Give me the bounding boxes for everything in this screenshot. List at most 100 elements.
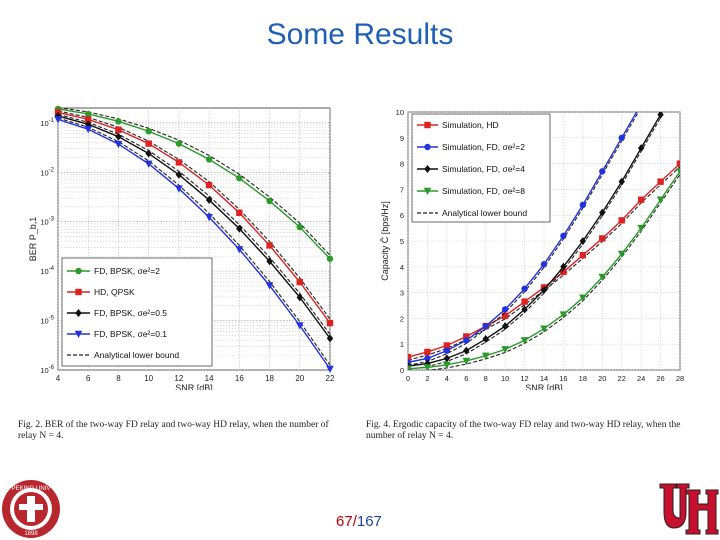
ber-point-fd-bpsk-e-0-1 [295, 322, 304, 330]
capacity-legend-marker [424, 121, 431, 129]
capacity-y-tick-label: 9 [400, 134, 404, 143]
ber-point-fd-bpsk-e-2 [236, 174, 243, 182]
capacity-point-simulation-hd [463, 333, 470, 340]
ber-x-tick-label: 12 [174, 374, 183, 383]
capacity-point-simulation-fd-e-2 [579, 201, 587, 209]
page-separator: / [352, 513, 357, 530]
ber-point-fd-bpsk-e-0-1 [175, 185, 183, 193]
capacity-x-tick-label: 6 [464, 374, 468, 383]
capacity-point-simulation-fd-e-8 [656, 196, 665, 204]
capacity-point-simulation-fd-e-8 [423, 364, 432, 370]
capacity-point-simulation-hd [501, 312, 509, 320]
capacity-point-simulation-fd-e-4 [657, 112, 664, 119]
capacity-x-tick-label: 0 [406, 374, 410, 383]
capacity-x-tick-label: 2 [425, 374, 429, 383]
ber-point-hd-qpsk [205, 181, 213, 189]
capacity-legend-label: Simulation, FD, σe²=8 [442, 186, 525, 196]
ber-point-fd-bpsk-e-0-5 [236, 224, 243, 233]
capacity-point-simulation-fd-e-2 [638, 101, 644, 107]
capacity-point-simulation-hd [637, 196, 645, 203]
ber-x-tick-label: 22 [326, 374, 335, 383]
ber-series-fd-bpsk-e-0-5 [57, 115, 331, 339]
ber-point-fd-bpsk-e-2 [326, 255, 334, 262]
ber-legend-marker [75, 288, 82, 296]
ber-legend-marker [75, 267, 82, 275]
capacity-y-tick-label: 7 [400, 185, 404, 194]
ber-point-hd-qpsk [175, 159, 183, 166]
ber-point-fd-bpsk-e-0-5 [326, 334, 334, 343]
capacity-series-simulation-fd-e-4 [408, 114, 662, 367]
capacity-y-axis-label: Capacity C̄ [bps/Hz] [380, 201, 390, 281]
capacity-y-tick-label: 0 [400, 366, 404, 375]
ber-series-fd-bpsk-e-2 [57, 108, 331, 260]
capacity-point-simulation-hd [599, 235, 606, 242]
ber-bound-fd-bpsk-e-0-5 [57, 113, 331, 335]
page-number: 67/167 [336, 513, 382, 530]
capacity-y-tick-label: 10 [396, 108, 404, 117]
ber-point-fd-bpsk-e-0-1 [326, 365, 334, 374]
peking-university-seal-logo: PEKING UNIV 1898 [2, 480, 60, 538]
capacity-point-simulation-fd-e-2 [482, 322, 489, 330]
ber-point-hd-qpsk [145, 140, 152, 147]
capacity-bound-simulation-fd-e-4 [408, 117, 662, 370]
ber-point-fd-bpsk-e-0-1 [235, 246, 244, 254]
capacity-point-simulation-fd-e-8 [559, 311, 568, 319]
capacity-legend-label: Simulation, FD, σe²=4 [442, 164, 525, 174]
page-current: 67 [336, 513, 353, 530]
capacity-point-simulation-fd-e-8 [637, 224, 645, 233]
capacity-x-tick-label: 10 [501, 374, 509, 383]
ber-x-tick-label: 6 [86, 374, 91, 383]
ber-point-fd-bpsk-e-2 [175, 140, 183, 147]
ber-point-fd-bpsk-e-2 [145, 128, 152, 135]
ber-y-tick-label: 10-3 [40, 217, 54, 227]
ber-legend-label: FD, BPSK, σe²=0.1 [94, 329, 167, 339]
ber-point-hd-qpsk [85, 116, 92, 123]
ber-point-fd-bpsk-e-0-1 [144, 160, 153, 168]
capacity-point-simulation-fd-e-4 [443, 354, 451, 363]
capacity-x-axis-label: SNR [dB] [525, 383, 563, 390]
ber-caption: Fig. 2. BER of the two-way FD relay and … [18, 420, 329, 441]
ber-point-fd-bpsk-e-0-1 [114, 140, 123, 149]
capacity-point-simulation-fd-e-2 [599, 168, 606, 175]
capacity-chart: 0 2 4 6 8 10 12 14 16 18 20 22 24 26 28012345678910SNR… [380, 101, 684, 390]
capacity-bound-simulation-fd-e-8 [426, 174, 680, 370]
capacity-x-tick-label: 28 [676, 374, 684, 383]
capacity-point-simulation-hd [560, 268, 567, 276]
ber-point-fd-bpsk-e-0-5 [205, 195, 213, 204]
ber-y-tick-label: 10-1 [40, 118, 54, 128]
capacity-point-simulation-hd [657, 178, 664, 185]
capacity-point-simulation-fd-e-2 [560, 232, 567, 240]
ber-x-tick-label: 8 [116, 374, 121, 383]
capacity-x-tick-label: 8 [484, 374, 488, 383]
capacity-point-simulation-fd-e-2 [501, 306, 509, 313]
uh-logo [658, 482, 719, 536]
ber-series-fd-bpsk-e-0-1 [57, 118, 331, 370]
capacity-x-tick-label: 18 [579, 374, 587, 383]
capacity-x-tick-label: 22 [618, 374, 626, 383]
ber-point-fd-bpsk-e-2 [266, 197, 273, 205]
capacity-point-simulation-fd-e-2 [463, 337, 470, 344]
ber-legend-marker [74, 330, 83, 338]
ber-x-tick-label: 14 [205, 374, 214, 383]
capacity-x-tick-label: 12 [520, 374, 528, 383]
capacity-legend-marker [423, 187, 432, 195]
capacity-point-simulation-hd [579, 251, 587, 259]
capacity-y-tick-label: 3 [400, 289, 404, 298]
capacity-legend-label: Analytical lower bound [442, 208, 527, 218]
capacity-x-tick-label: 16 [559, 374, 567, 383]
ber-point-hd-qpsk [236, 209, 243, 216]
ber-point-fd-bpsk-e-0-1 [84, 126, 93, 134]
capacity-point-simulation-fd-e-2 [424, 355, 431, 362]
capacity-point-simulation-hd [408, 353, 412, 361]
ber-point-hd-qpsk [115, 126, 122, 133]
svg-text:1898: 1898 [24, 531, 38, 537]
capacity-point-simulation-fd-e-8 [520, 337, 529, 345]
capacity-point-simulation-fd-e-8 [579, 294, 587, 302]
capacity-x-tick-label: 24 [637, 374, 645, 383]
ber-x-tick-label: 16 [235, 374, 244, 383]
capacity-point-simulation-hd [676, 160, 680, 167]
ber-y-tick-label: 10-4 [40, 266, 54, 276]
ber-point-hd-qpsk [266, 242, 273, 249]
ber-point-hd-qpsk [326, 319, 334, 327]
ber-legend-label: HD, QPSK [94, 287, 135, 297]
